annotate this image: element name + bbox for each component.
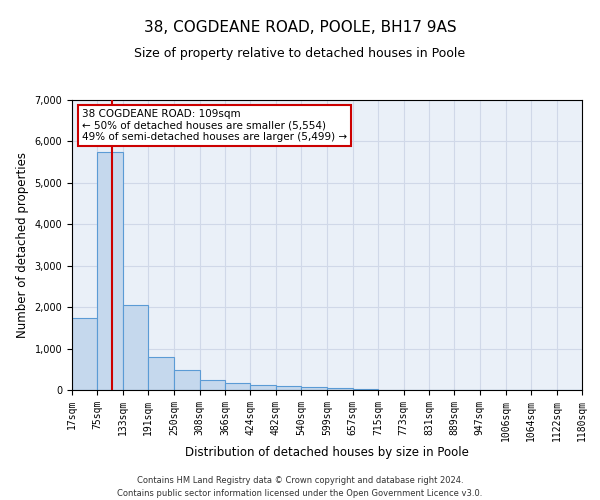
Bar [301,387,327,390]
Bar [353,389,378,390]
Y-axis label: Number of detached properties: Number of detached properties [16,152,29,338]
Bar [97,152,123,390]
Text: 38 COGDEANE ROAD: 109sqm
← 50% of detached houses are smaller (5,554)
49% of sem: 38 COGDEANE ROAD: 109sqm ← 50% of detach… [82,108,347,142]
Bar [225,383,250,390]
Text: Size of property relative to detached houses in Poole: Size of property relative to detached ho… [134,48,466,60]
Bar [327,388,353,390]
Text: 38, COGDEANE ROAD, POOLE, BH17 9AS: 38, COGDEANE ROAD, POOLE, BH17 9AS [143,20,457,35]
X-axis label: Distribution of detached houses by size in Poole: Distribution of detached houses by size … [185,446,469,460]
Bar [148,357,174,390]
Bar [250,384,276,390]
Bar [200,380,225,390]
Text: Contains HM Land Registry data © Crown copyright and database right 2024.
Contai: Contains HM Land Registry data © Crown c… [118,476,482,498]
Bar [174,370,200,390]
Bar [276,386,301,390]
Bar [123,305,148,390]
Bar [72,318,97,390]
